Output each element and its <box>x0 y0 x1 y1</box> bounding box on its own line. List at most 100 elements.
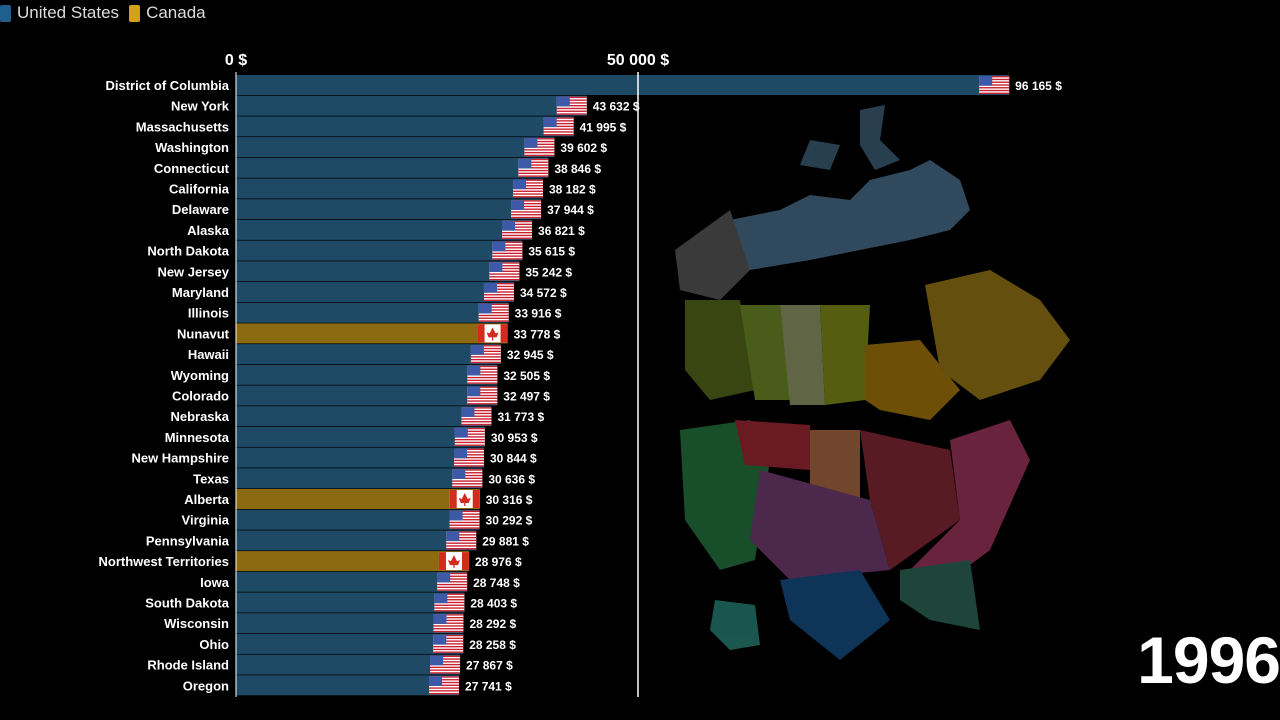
map-usa-southeast <box>900 560 980 630</box>
map-ontario <box>865 340 960 420</box>
us-flag-stripe <box>502 237 533 239</box>
us-flag-stripe <box>437 581 468 583</box>
us-flag-stripe <box>478 306 509 308</box>
us-flag-stripe <box>449 510 480 513</box>
bar-value-label: 38 846 $ <box>554 162 601 176</box>
year-label: 1996 <box>1137 623 1280 697</box>
bar <box>236 447 484 468</box>
bar-category-label: District of Columbia <box>105 78 229 93</box>
us-flag-stripe <box>483 288 514 290</box>
legend-item: United States <box>0 3 119 23</box>
us-flag-stripe <box>430 663 461 666</box>
us-flag-canton <box>502 220 516 231</box>
bar <box>236 116 574 137</box>
bar-category-label: South Dakota <box>145 596 230 611</box>
bar <box>236 592 465 613</box>
map-usa-central <box>750 470 890 580</box>
us-flag-stripe <box>543 128 574 130</box>
bar-value-label: 37 944 $ <box>547 203 594 217</box>
us-flag-canton <box>518 158 532 169</box>
us-flag-stripe <box>470 353 501 355</box>
us-flag-stripe <box>524 149 555 151</box>
bar <box>236 95 587 116</box>
bar-value-label: 32 945 $ <box>507 348 554 362</box>
maple-leaf-icon <box>458 493 471 506</box>
us-flag-stripe <box>449 516 480 518</box>
us-flag-stripe <box>467 368 498 370</box>
us-flag-stripe <box>556 102 587 104</box>
x-tick-label: 50 000 $ <box>607 52 669 69</box>
us-flag-stripe <box>452 483 483 485</box>
bar-value-label: 43 632 $ <box>593 100 640 114</box>
us-flag-stripe <box>512 179 543 181</box>
bar-value-label: 35 242 $ <box>525 265 572 279</box>
bar-value-label: 35 615 $ <box>528 245 575 259</box>
us-flag-stripe <box>483 294 514 296</box>
bar-category-label: Iowa <box>200 575 230 590</box>
us-flag-stripe <box>453 448 484 450</box>
us-flag-stripe <box>492 247 523 249</box>
bar-value-label: 30 844 $ <box>490 452 537 466</box>
us-flag-stripe <box>446 548 477 550</box>
us-flag-stripe <box>434 601 465 604</box>
bar <box>236 509 480 530</box>
us-flag-stripe <box>452 485 483 488</box>
legend: United States Canada <box>0 2 206 24</box>
us-flag-stripe <box>446 539 477 542</box>
us-flag-stripe <box>492 258 523 260</box>
us-flag-stripe <box>433 630 464 633</box>
us-flag-stripe <box>429 679 460 681</box>
x-tick-label: 0 $ <box>225 52 247 69</box>
us-flag-stripe <box>511 205 542 208</box>
bar-value-label: 30 292 $ <box>486 514 533 528</box>
bar <box>236 633 464 654</box>
bar-category-label: Massachusetts <box>136 119 229 134</box>
bar-value-label: 30 953 $ <box>491 431 538 445</box>
bar-value-label: 28 748 $ <box>473 576 520 590</box>
bar-value-label: 32 497 $ <box>503 390 550 404</box>
us-flag-stripe <box>467 374 498 376</box>
us-flag-stripe <box>543 131 574 133</box>
bar <box>236 489 480 509</box>
bar-category-label: Wyoming <box>171 368 229 383</box>
map-alberta <box>740 305 790 400</box>
bar <box>236 571 468 592</box>
us-flag-stripe <box>979 89 1010 92</box>
us-flag-stripe <box>470 347 501 350</box>
us-flag-stripe <box>433 614 464 616</box>
bar <box>236 323 508 344</box>
bar-category-label: Texas <box>193 471 229 486</box>
us-flag-canton <box>452 469 466 479</box>
us-flag-canton <box>430 655 444 666</box>
us-flag-stripe <box>489 273 520 275</box>
bar <box>236 385 498 406</box>
us-flag-stripe <box>492 249 523 252</box>
bar <box>236 240 523 261</box>
us-flag-stripe <box>449 513 480 515</box>
bar-value-label: 39 602 $ <box>560 141 607 155</box>
us-flag-stripe <box>461 421 492 423</box>
us-flag-stripe <box>524 140 555 143</box>
us-flag-stripe <box>433 619 464 622</box>
us-flag-stripe <box>467 371 498 373</box>
bar-value-label: 27 867 $ <box>466 659 513 673</box>
us-flag-stripe <box>979 84 1010 86</box>
us-flag-stripe <box>446 531 477 533</box>
us-flag-stripe <box>518 161 549 163</box>
legend-item: Canada <box>129 3 206 23</box>
bar-value-label: 36 821 $ <box>538 224 585 238</box>
us-flag-stripe <box>467 403 498 405</box>
us-flag-stripe <box>979 81 1010 83</box>
us-flag-stripe <box>502 223 533 226</box>
us-flag-stripe <box>502 229 533 231</box>
bar <box>236 530 477 551</box>
us-flag-stripe <box>512 196 543 198</box>
us-flag-canton <box>492 241 506 252</box>
map-quebec <box>925 270 1070 400</box>
us-flag-stripe <box>452 469 483 471</box>
bar <box>236 551 469 572</box>
bar <box>236 468 483 489</box>
us-flag-stripe <box>502 234 533 237</box>
us-flag-stripe <box>434 607 465 609</box>
